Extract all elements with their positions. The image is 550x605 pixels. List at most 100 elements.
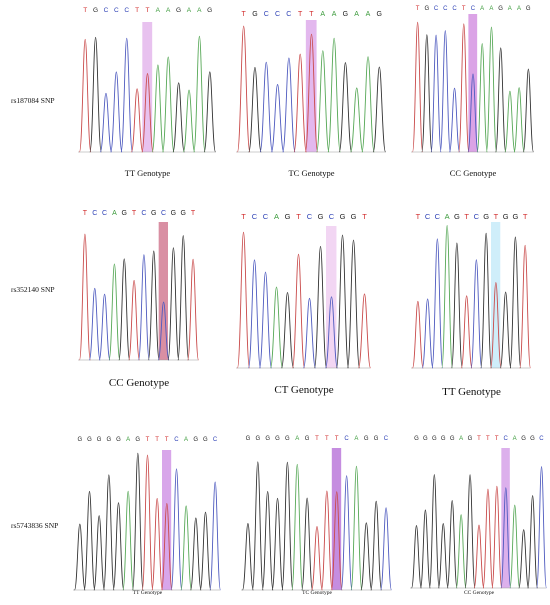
genotype-label: CC Genotype	[108, 377, 170, 389]
trace-peak	[259, 61, 273, 153]
trace-peak	[236, 25, 251, 153]
trace-peak	[237, 231, 250, 369]
base-call: G	[530, 436, 535, 442]
trace-peak	[480, 232, 492, 369]
base-call: G	[265, 436, 270, 442]
snp-highlight-band	[305, 20, 317, 152]
snp-highlight-band	[142, 22, 153, 152]
base-call: C	[452, 6, 457, 12]
base-call: A	[166, 7, 171, 14]
base-call: G	[87, 437, 92, 443]
base-call: G	[449, 436, 455, 442]
base-call: C	[383, 436, 389, 442]
trace-peak	[504, 90, 516, 153]
base-call: A	[295, 436, 300, 442]
trace-peak	[518, 529, 530, 589]
trace-peak	[476, 43, 488, 153]
base-call: G	[170, 210, 177, 217]
base-call: T	[309, 11, 314, 18]
trace-peak	[491, 485, 503, 589]
base-call: G	[275, 436, 280, 442]
base-call: T	[477, 436, 481, 442]
base-call: C	[434, 212, 441, 221]
trace-peak	[327, 37, 341, 153]
base-call: T	[241, 212, 246, 221]
base-call: G	[339, 212, 346, 221]
trace-peak	[380, 507, 392, 591]
base-call: A	[480, 6, 485, 12]
base-call: G	[121, 210, 127, 217]
base-call: G	[116, 437, 121, 443]
base-call: G	[317, 212, 324, 221]
trace-peak	[110, 71, 123, 153]
base-call: C	[328, 212, 335, 221]
base-call: T	[296, 212, 301, 221]
base-call: G	[521, 436, 526, 442]
base-call: G	[207, 7, 213, 14]
trace-peak	[261, 490, 274, 591]
base-call: C	[286, 11, 292, 18]
trace-peak	[347, 239, 360, 369]
trace-peak	[336, 234, 349, 369]
trace-peak	[108, 263, 121, 361]
trace-peak	[495, 47, 507, 153]
trace-peak	[499, 291, 512, 369]
trace-peak	[458, 23, 470, 153]
base-call: G	[502, 212, 509, 221]
base-call: C	[539, 436, 544, 442]
base-call: A	[197, 7, 202, 14]
base-call: A	[184, 437, 189, 443]
base-call: G	[512, 212, 519, 221]
base-call: T	[415, 212, 421, 221]
trace-peak	[132, 452, 144, 591]
trace-peak	[157, 301, 170, 361]
trace-peak	[303, 297, 316, 369]
trace-peak	[120, 37, 133, 153]
base-call: A	[507, 6, 512, 12]
trace-peak	[79, 38, 92, 153]
base-call: C	[113, 7, 119, 14]
base-call: T	[362, 212, 367, 221]
snp-highlight-band	[468, 14, 478, 152]
base-call: G	[203, 437, 208, 443]
trace-peak	[271, 497, 284, 591]
trace-peak	[509, 504, 521, 589]
trace-peak	[304, 33, 319, 153]
base-call: A	[320, 11, 326, 18]
trace-peak	[190, 517, 202, 591]
trace-peak	[509, 236, 522, 369]
base-call: C	[443, 6, 448, 12]
trace-peak	[103, 474, 115, 591]
trace-peak	[74, 523, 86, 591]
base-call: T	[241, 11, 246, 18]
trace-peak	[311, 526, 323, 591]
trace-peak	[112, 502, 125, 591]
trace-peak	[449, 87, 461, 153]
base-call: T	[315, 436, 319, 442]
trace-peak	[451, 242, 463, 369]
base-call: T	[131, 210, 137, 217]
trace-peak	[460, 295, 473, 369]
genotype-label: TC Genotype	[288, 168, 335, 178]
trace-peak	[172, 82, 185, 153]
trace-peak	[118, 258, 131, 361]
base-call: C	[262, 212, 269, 221]
base-call: C	[141, 210, 147, 217]
trace-peak	[431, 238, 444, 369]
base-call: G	[180, 210, 186, 217]
base-call: T	[164, 437, 169, 443]
base-call: C	[424, 212, 431, 221]
base-call: G	[284, 212, 291, 221]
base-call: T	[461, 6, 466, 12]
genotype-label: CT Genotype	[274, 384, 334, 396]
trace-peak	[209, 481, 221, 591]
base-call: T	[145, 437, 150, 443]
